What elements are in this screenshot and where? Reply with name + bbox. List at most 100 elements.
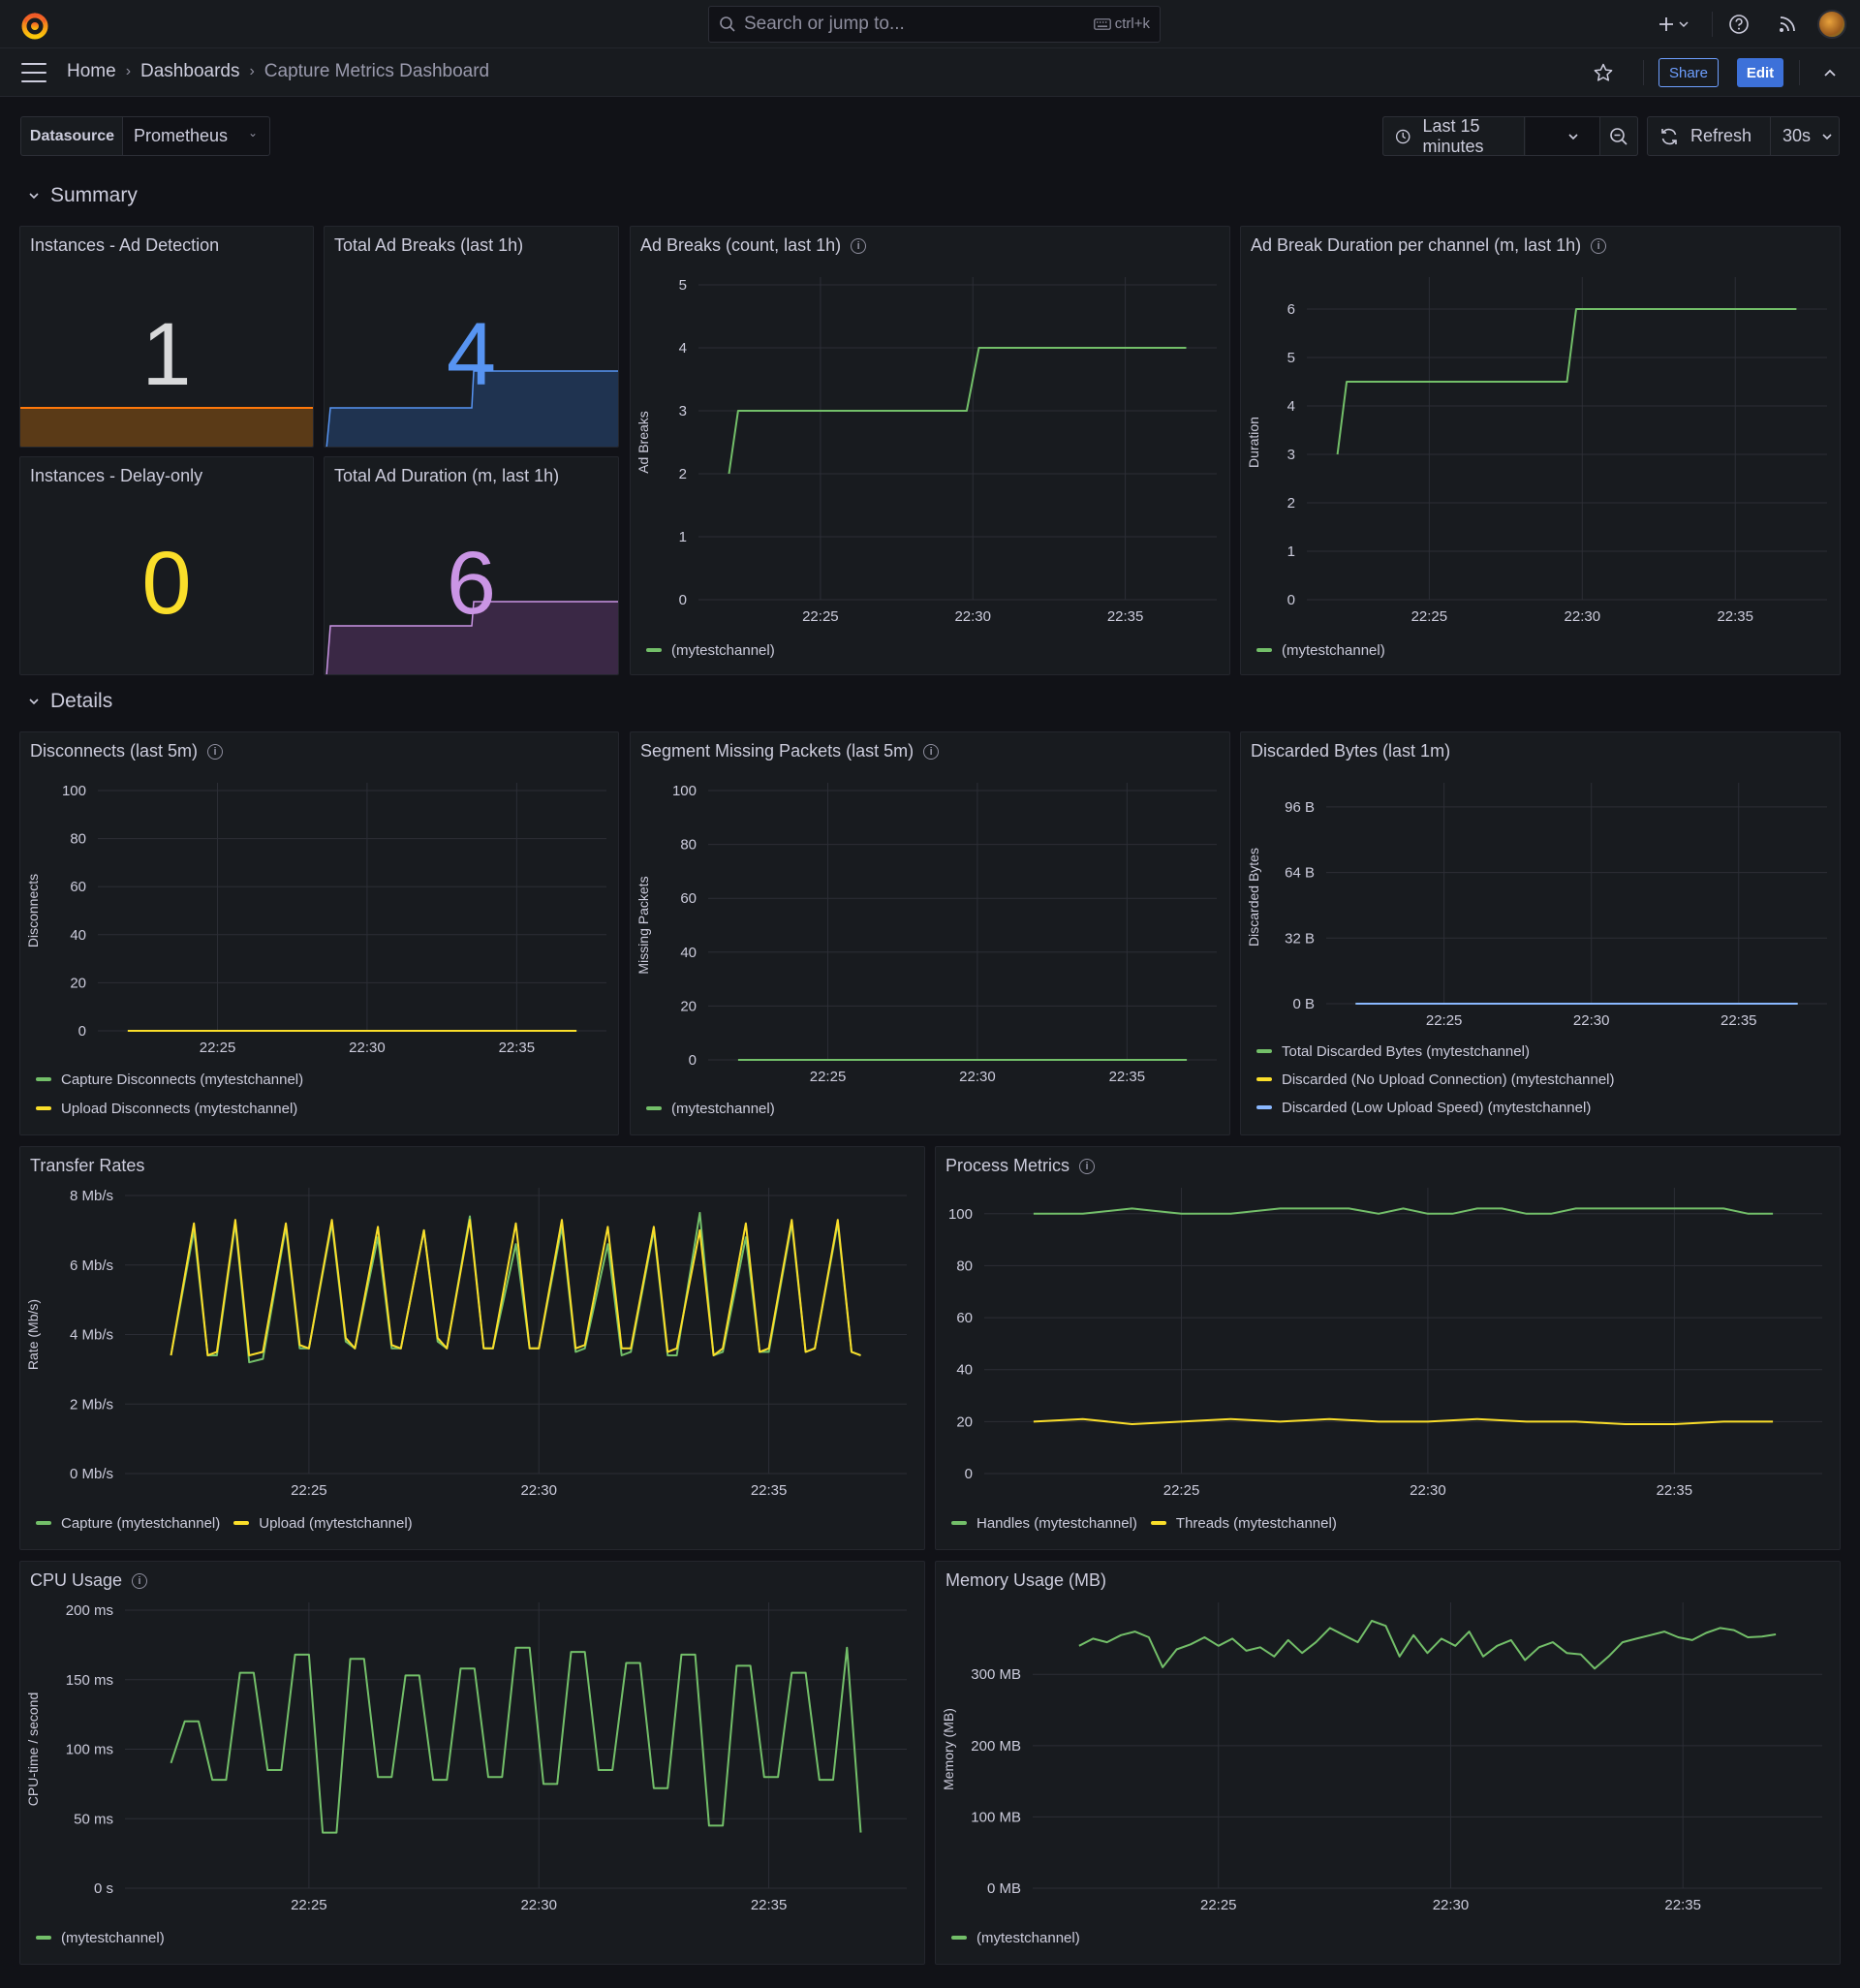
legend-item[interactable]: Capture Disconnects (mytestchannel): [36, 1069, 303, 1090]
panel-segment-missing-packets[interactable]: 0 20 40 60 80 100 22:25 22:30 22:35 Missing Packe…: [630, 731, 1230, 1135]
y-tick-label: 4 Mb/s: [70, 1327, 113, 1344]
y-tick-label: 20: [680, 998, 697, 1014]
y-tick-label: 200 MB: [971, 1738, 1021, 1755]
help-button[interactable]: [1726, 12, 1752, 37]
stat-value: 6: [446, 534, 497, 633]
new-button[interactable]: [1655, 12, 1693, 37]
legend-item[interactable]: Discarded (Low Upload Speed) (mytestchan…: [1256, 1097, 1615, 1118]
time-range-dropdown[interactable]: [1560, 116, 1587, 156]
legend-item[interactable]: Total Discarded Bytes (mytestchannel): [1256, 1041, 1615, 1062]
legend-label: Discarded (No Upload Connection) (mytest…: [1282, 1071, 1615, 1088]
chart-memory: 0 MB 100 MB 200 MB 300 MB 22:25 22:30 22:35 Mem…: [941, 1602, 1822, 1913]
legend-item[interactable]: Discarded (No Upload Connection) (mytest…: [1256, 1069, 1615, 1090]
datasource-select[interactable]: Prometheus ⌄: [122, 116, 270, 156]
panel-disconnects[interactable]: 0 20 40 60 80 100 22:25 22:30 22:35 Disconnects Di…: [19, 731, 619, 1135]
search-input[interactable]: Search or jump to... ctrl+k: [708, 6, 1161, 43]
panel-title: Discarded Bytes (last 1m): [1251, 741, 1450, 761]
row-details[interactable]: Details: [27, 690, 112, 713]
x-tick-label: 22:25: [1163, 1482, 1200, 1499]
panel-legend: (mytestchannel): [646, 639, 775, 661]
refresh-label: Refresh: [1690, 126, 1752, 145]
info-icon[interactable]: i: [207, 743, 224, 760]
legend-label: (mytestchannel): [1282, 641, 1385, 659]
y-tick-label: 40: [70, 927, 86, 944]
stat-panel-ad-detection[interactable]: Instances - Ad Detection 1: [19, 226, 314, 448]
y-tick-label: 6: [1287, 301, 1295, 318]
y-tick-label: 100: [948, 1206, 973, 1223]
zoom-out-button[interactable]: [1599, 116, 1638, 156]
breadcrumb-home[interactable]: Home: [67, 61, 116, 81]
panel-title-text: Process Metrics: [946, 1156, 1070, 1175]
legend-item[interactable]: Upload Disconnects (mytestchannel): [36, 1098, 303, 1119]
collapse-button[interactable]: [1817, 60, 1843, 85]
x-tick-label: 22:35: [499, 1040, 536, 1056]
y-tick-label: 3: [1287, 447, 1295, 463]
user-avatar[interactable]: [1817, 10, 1846, 39]
legend-item[interactable]: (mytestchannel): [1256, 639, 1385, 661]
y-tick-label: 8 Mb/s: [70, 1188, 113, 1204]
breadcrumb-dashboards[interactable]: Dashboards: [140, 61, 240, 81]
legend-item[interactable]: (mytestchannel): [951, 1927, 1080, 1948]
x-tick-label: 22:30: [520, 1897, 557, 1913]
edit-button[interactable]: Edit: [1737, 58, 1783, 87]
legend-item[interactable]: Upload (mytestchannel): [233, 1512, 413, 1534]
info-icon[interactable]: i: [1591, 237, 1607, 254]
panel-title-text: Ad Breaks (count, last 1h): [640, 235, 842, 255]
x-tick-label: 22:30: [520, 1482, 557, 1499]
info-icon[interactable]: i: [923, 743, 940, 760]
stat-sparkline: [326, 370, 618, 447]
refresh-interval-select[interactable]: 30s: [1770, 116, 1840, 156]
share-button[interactable]: Share: [1658, 58, 1719, 87]
clock-icon: [1395, 129, 1410, 143]
legend-item[interactable]: Threads (mytestchannel): [1150, 1512, 1337, 1534]
chart-transfer: 0 Mb/s 2 Mb/s 4 Mb/s 6 Mb/s 8 Mb/s 22:25 22:30…: [25, 1188, 907, 1499]
legend-item[interactable]: Handles (mytestchannel): [951, 1512, 1137, 1534]
y-tick-label: 0: [689, 1052, 697, 1069]
y-tick-label: 5: [1287, 350, 1295, 366]
refresh-button[interactable]: Refresh: [1647, 116, 1771, 156]
chart-process: 0 20 40 60 80 100 22:25 22:30 22:35: [948, 1188, 1822, 1499]
refresh-icon: [1661, 128, 1677, 144]
x-tick-label: 22:25: [1426, 1012, 1463, 1029]
legend-item[interactable]: Capture (mytestchannel): [36, 1512, 220, 1534]
stat-panel-total-ad-breaks[interactable]: Total Ad Breaks (last 1h) 4: [324, 226, 619, 448]
grafana-logo[interactable]: [19, 10, 50, 41]
stat-panel-total-ad-duration[interactable]: Total Ad Duration (m, last 1h) 6: [324, 456, 619, 675]
panel-title: CPU Usage i: [30, 1570, 148, 1591]
legend-item[interactable]: (mytestchannel): [646, 639, 775, 661]
x-tick-label: 22:35: [1657, 1482, 1693, 1499]
y-tick-label: 0 s: [94, 1880, 113, 1897]
y-tick-label: 60: [70, 879, 86, 895]
panel-transfer-rates[interactable]: 0 Mb/s 2 Mb/s 4 Mb/s 6 Mb/s 8 Mb/s 22:25 22:30…: [19, 1146, 925, 1550]
panel-ad-breaks[interactable]: 0 1 2 3 4 5 22:25 22:30 22:35 Ad Breaks Ad Breaks …: [630, 226, 1230, 675]
y-tick-label: 80: [956, 1258, 973, 1274]
panel-ad-break-duration[interactable]: 0 1 2 3 4 5 6 22:25 22:30 22:35 Duration Ad Break D…: [1240, 226, 1841, 675]
star-button[interactable]: [1591, 60, 1616, 85]
panel-process-metrics[interactable]: 0 20 40 60 80 100 22:25 22:30 22:35 Process Metri…: [935, 1146, 1841, 1550]
time-range-picker[interactable]: Last 15 minutes: [1382, 116, 1525, 156]
info-icon[interactable]: i: [851, 237, 867, 254]
x-tick-label: 22:25: [1200, 1897, 1237, 1913]
legend-item[interactable]: (mytestchannel): [646, 1098, 775, 1119]
legend-item[interactable]: (mytestchannel): [36, 1927, 165, 1948]
info-icon[interactable]: i: [132, 1572, 148, 1589]
menu-icon[interactable]: [21, 63, 46, 82]
x-tick-label: 22:35: [1109, 1069, 1146, 1085]
panel-discarded-bytes[interactable]: 0 B 32 B 64 B 96 B 22:25 22:30 22:35 Discarded …: [1240, 731, 1841, 1135]
x-tick-label: 22:30: [1433, 1897, 1470, 1913]
stat-panel-delay-only[interactable]: Instances - Delay-only 0: [19, 456, 314, 675]
x-tick-label: 22:35: [751, 1897, 788, 1913]
y-tick-label: 0: [1287, 592, 1295, 608]
nav-bar: Home › Dashboards › Capture Metrics Dash…: [0, 48, 1860, 97]
news-button[interactable]: [1775, 12, 1800, 37]
info-icon[interactable]: i: [1079, 1158, 1096, 1174]
chevron-down-icon: [1568, 133, 1578, 140]
legend-label: Capture Disconnects (mytestchannel): [61, 1071, 304, 1088]
y-tick-label: 0 Mb/s: [70, 1466, 113, 1482]
row-summary[interactable]: Summary: [27, 184, 138, 207]
chevron-down-icon: [29, 699, 39, 705]
y-axis-label: CPU-time / second: [25, 1693, 41, 1806]
panel-memory-usage[interactable]: 0 MB 100 MB 200 MB 300 MB 22:25 22:30 22:35 Mem…: [935, 1561, 1841, 1965]
help-icon: [1729, 15, 1749, 34]
panel-cpu-usage[interactable]: 0 s 50 ms 100 ms 150 ms 200 ms 22:25 22:30 22:3…: [19, 1561, 925, 1965]
